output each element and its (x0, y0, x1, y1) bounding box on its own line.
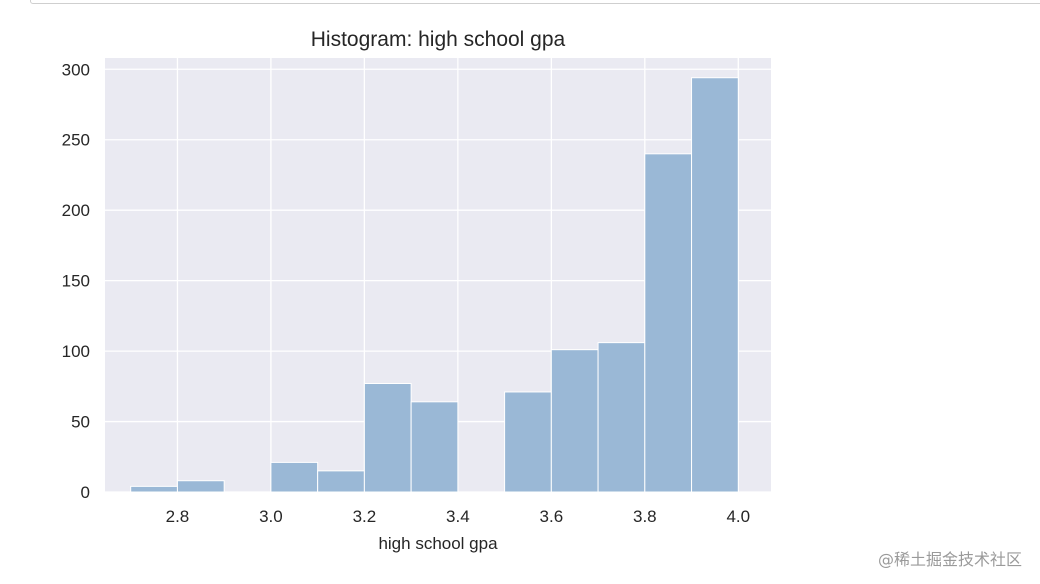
y-tick-label: 250 (62, 131, 90, 150)
x-tick-label: 3.4 (446, 507, 470, 526)
bars (130, 77, 739, 493)
x-tick-label: 3.0 (259, 507, 283, 526)
y-tick-label: 150 (62, 272, 90, 291)
y-axis-ticks: 0 50 100 150 200 250 300 (62, 60, 90, 502)
x-axis-ticks: 2.8 3.0 3.2 3.4 3.6 3.8 4.0 (166, 507, 750, 526)
x-tick-label: 3.2 (353, 507, 377, 526)
histogram-bar (550, 349, 599, 493)
x-tick-label: 3.6 (540, 507, 564, 526)
x-axis-label: high school gpa (378, 534, 498, 553)
y-tick-label: 200 (62, 201, 90, 220)
histogram-bar (691, 77, 739, 493)
output-cell-frame (30, 0, 1040, 4)
y-tick-label: 50 (71, 413, 90, 432)
histogram-bar (597, 342, 646, 493)
x-tick-label: 2.8 (166, 507, 190, 526)
histogram-bar (130, 485, 178, 493)
histogram-bar (410, 401, 459, 493)
histogram-bar (644, 153, 693, 493)
histogram-bar (504, 391, 552, 493)
histogram-bar (176, 480, 225, 493)
histogram-bar (270, 461, 319, 493)
watermark: @稀土掘金技术社区 (877, 550, 1022, 569)
y-tick-label: 100 (62, 342, 90, 361)
x-tick-label: 3.8 (633, 507, 657, 526)
histogram-bar (317, 470, 365, 493)
x-tick-label: 4.0 (726, 507, 750, 526)
y-tick-label: 0 (81, 483, 90, 502)
y-tick-label: 300 (62, 60, 90, 79)
histogram-bar (363, 383, 412, 493)
chart-title: Histogram: high school gpa (311, 28, 566, 51)
